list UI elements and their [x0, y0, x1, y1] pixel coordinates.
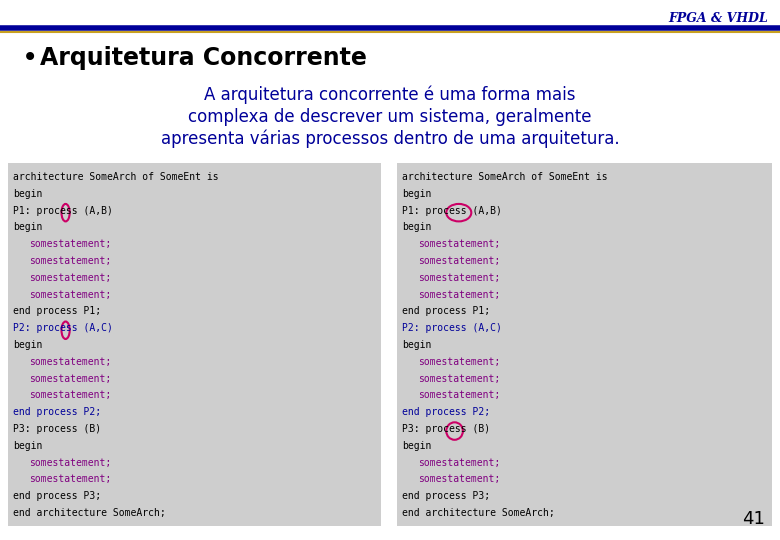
Text: somestatement;: somestatement; [418, 390, 500, 400]
Text: apresenta várias processos dentro de uma arquitetura.: apresenta várias processos dentro de uma… [161, 130, 619, 148]
Text: begin: begin [13, 340, 42, 350]
Text: end process P3;: end process P3; [13, 491, 101, 501]
Text: somestatement;: somestatement; [29, 390, 112, 400]
Text: somestatement;: somestatement; [418, 374, 500, 383]
Text: P3: process (B): P3: process (B) [402, 424, 490, 434]
Text: end process P1;: end process P1; [402, 306, 490, 316]
Text: somestatement;: somestatement; [29, 273, 112, 283]
Text: P1: process (A,B): P1: process (A,B) [402, 206, 502, 215]
Text: somestatement;: somestatement; [29, 256, 112, 266]
Text: begin: begin [402, 189, 431, 199]
Text: somestatement;: somestatement; [29, 289, 112, 300]
Text: Arquitetura Concorrente: Arquitetura Concorrente [40, 46, 367, 70]
Text: architecture SomeArch of SomeEnt is: architecture SomeArch of SomeEnt is [402, 172, 608, 182]
Text: begin: begin [13, 189, 42, 199]
Text: end architecture SomeArch;: end architecture SomeArch; [13, 508, 165, 518]
Text: end process P2;: end process P2; [402, 407, 490, 417]
Text: somestatement;: somestatement; [418, 273, 500, 283]
Text: somestatement;: somestatement; [29, 475, 112, 484]
Text: end process P3;: end process P3; [402, 491, 490, 501]
Text: somestatement;: somestatement; [418, 256, 500, 266]
Text: P1: process (A,B): P1: process (A,B) [13, 206, 113, 215]
Text: somestatement;: somestatement; [418, 475, 500, 484]
Text: somestatement;: somestatement; [29, 239, 112, 249]
FancyBboxPatch shape [8, 163, 381, 526]
Text: somestatement;: somestatement; [29, 357, 112, 367]
Text: P3: process (B): P3: process (B) [13, 424, 101, 434]
Text: A arquitetura concorrente é uma forma mais: A arquitetura concorrente é uma forma ma… [204, 86, 576, 104]
Text: begin: begin [402, 222, 431, 232]
Text: •: • [22, 44, 38, 72]
Text: end architecture SomeArch;: end architecture SomeArch; [402, 508, 555, 518]
Text: end process P2;: end process P2; [13, 407, 101, 417]
Text: begin: begin [13, 441, 42, 451]
FancyBboxPatch shape [397, 163, 772, 526]
Text: architecture SomeArch of SomeEnt is: architecture SomeArch of SomeEnt is [13, 172, 218, 182]
Text: somestatement;: somestatement; [418, 357, 500, 367]
Text: begin: begin [402, 340, 431, 350]
Text: somestatement;: somestatement; [418, 239, 500, 249]
Text: P2: process (A,C): P2: process (A,C) [402, 323, 502, 333]
Text: 41: 41 [742, 510, 765, 528]
Text: somestatement;: somestatement; [29, 457, 112, 468]
Text: begin: begin [402, 441, 431, 451]
Text: begin: begin [13, 222, 42, 232]
Text: end process P1;: end process P1; [13, 306, 101, 316]
Text: complexa de descrever um sistema, geralmente: complexa de descrever um sistema, geralm… [188, 108, 592, 126]
Text: somestatement;: somestatement; [418, 457, 500, 468]
Text: somestatement;: somestatement; [418, 289, 500, 300]
Text: FPGA & VHDL: FPGA & VHDL [668, 11, 768, 24]
Text: somestatement;: somestatement; [29, 374, 112, 383]
Text: P2: process (A,C): P2: process (A,C) [13, 323, 113, 333]
